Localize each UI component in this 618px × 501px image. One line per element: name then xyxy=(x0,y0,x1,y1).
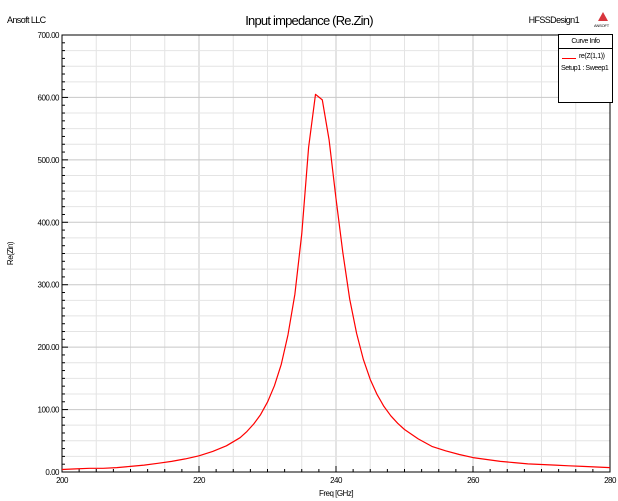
series-line-re-z11[interactable] xyxy=(61,93,611,471)
x-axis-label: Freq [GHz] xyxy=(319,489,353,498)
legend-entry-setup: Setup1 : Sweep1 xyxy=(561,65,609,72)
legend-entry[interactable]: re(Z(1,1)) Setup1 : Sweep1 xyxy=(559,49,612,72)
company-label: Ansoft LLC xyxy=(7,15,46,25)
x-tick-label: 260 xyxy=(467,476,480,485)
design-name: HFSSDesign1 xyxy=(528,15,580,25)
x-tick-label: 280 xyxy=(604,476,617,485)
y-axis-label: Re(Zin) xyxy=(6,241,15,265)
y-tick-label: 500.00 xyxy=(38,156,61,165)
x-tick-label: 240 xyxy=(330,476,343,485)
x-tick-label: 200 xyxy=(56,476,69,485)
curve-info-legend[interactable]: Curve Info re(Z(1,1)) Setup1 : Sweep1 xyxy=(558,34,613,103)
legend-title: Curve Info xyxy=(559,35,612,49)
logo-text: ANSOFT xyxy=(594,23,610,28)
chart-title: Input impedance (Re.Zin) xyxy=(245,13,373,28)
legend-entry-name: re(Z(1,1)) xyxy=(579,53,605,60)
y-tick-label: 200.00 xyxy=(38,343,61,352)
y-tick-label: 400.00 xyxy=(38,218,61,227)
y-tick-label: 100.00 xyxy=(38,406,61,415)
y-tick-label: 0.00 xyxy=(45,468,60,477)
y-tick-label: 300.00 xyxy=(38,281,61,290)
x-tick-label: 220 xyxy=(193,476,206,485)
ansoft-logo-icon: ANSOFT xyxy=(594,12,612,32)
y-tick-label: 600.00 xyxy=(38,93,61,102)
y-tick-label: 700.00 xyxy=(38,31,61,40)
legend-swatch xyxy=(562,58,576,59)
logo-triangle xyxy=(598,12,608,21)
